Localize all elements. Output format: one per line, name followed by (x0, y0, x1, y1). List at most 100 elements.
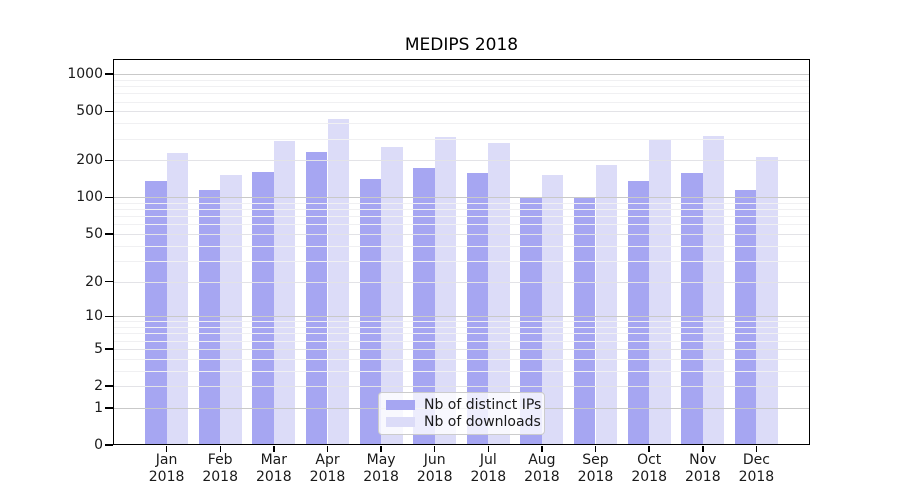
gridline-y-9 (113, 321, 810, 323)
xtick-apr (326, 446, 329, 452)
gridline-y-90 (113, 202, 810, 204)
gridline-y-400 (113, 123, 810, 125)
xtick-label-nov: Nov 2018 (684, 452, 721, 485)
legend-swatch-distinct-ips (386, 399, 415, 410)
xtick-mar (273, 446, 275, 452)
ytick-1 (105, 407, 113, 409)
ytick-50 (105, 233, 113, 235)
xtick-label-dec: Dec 2018 (738, 452, 775, 485)
ytick-label-5: 5 (94, 340, 103, 357)
plot-area (113, 59, 810, 445)
xtick-feb (219, 446, 221, 452)
chart-title: MEDIPS 2018 (404, 35, 519, 55)
bar-downloads-may (381, 147, 403, 445)
gridline-y-3 (113, 370, 810, 372)
bar-ips-nov (681, 172, 703, 445)
xtick-label-jul: Jul 2018 (470, 452, 507, 485)
bar-downloads-mar (273, 140, 296, 445)
gridline-y-800 (113, 86, 810, 88)
bar-ips-mar (252, 171, 274, 445)
xtick-sep (594, 446, 597, 452)
bar-ips-dec (734, 189, 757, 445)
bar-downloads-aug (541, 175, 564, 445)
xtick-label-apr: Apr 2018 (309, 452, 346, 485)
legend-label-downloads: Nb of downloads (424, 414, 541, 431)
xtick-label-may: May 2018 (363, 452, 399, 485)
legend-item-distinct-ips: Nb of distinct IPs (386, 397, 541, 413)
xtick-label-jun: Jun 2018 (416, 452, 453, 485)
gridline-y-70 (113, 216, 810, 218)
ytick-label-50: 50 (85, 225, 103, 242)
xtick-nov (702, 446, 704, 452)
ytick-1000 (105, 73, 113, 75)
bar-downloads-feb (220, 175, 242, 445)
xtick-jan (165, 446, 168, 452)
bar-ips-apr (305, 151, 328, 445)
gridline-y-40 (113, 245, 810, 247)
ytick-label-200: 200 (76, 152, 103, 169)
gridline-y-80 (113, 209, 810, 211)
bar-downloads-jan (166, 153, 189, 445)
gridline-y-6 (113, 340, 810, 342)
bar-downloads-nov (702, 136, 725, 445)
ytick-200 (105, 159, 113, 162)
bar-downloads-jul (488, 142, 510, 445)
bar-ips-jun (413, 168, 435, 445)
gridline-y-300 (113, 138, 810, 140)
legend-item-downloads: Nb of downloads (386, 414, 541, 430)
gridline-y-8 (113, 327, 810, 329)
bar-ips-jan (145, 180, 167, 445)
gridline-y-1000 (113, 74, 810, 76)
xtick-jul (487, 446, 490, 452)
xtick-label-sep: Sep 2018 (577, 452, 614, 485)
gridline-y-10 (113, 316, 810, 318)
gridline-y-30 (113, 260, 810, 262)
gridline-y-200 (113, 160, 810, 162)
ytick-label-1000: 1000 (67, 66, 103, 83)
legend-label-distinct-ips: Nb of distinct IPs (424, 396, 542, 413)
gridline-y-100 (113, 197, 810, 199)
gridline-y-60 (113, 224, 810, 226)
legend-swatch-downloads (386, 417, 415, 428)
bar-ips-aug (520, 196, 542, 445)
xtick-label-jan: Jan 2018 (148, 452, 185, 485)
ytick-500 (105, 110, 113, 113)
xtick-dec (755, 446, 758, 452)
bar-ips-oct (627, 180, 650, 445)
xtick-aug (541, 446, 543, 452)
xtick-may (380, 446, 382, 452)
xtick-label-mar: Mar 2018 (255, 452, 292, 485)
ytick-100 (105, 196, 113, 198)
ytick-2 (105, 385, 113, 387)
ytick-label-10: 10 (85, 308, 103, 325)
ytick-label-2: 2 (94, 378, 103, 394)
bar-ips-sep (573, 197, 596, 445)
bar-downloads-jun (434, 136, 457, 445)
ytick-0 (105, 444, 113, 446)
gridline-y-500 (113, 111, 810, 113)
gridline-y-600 (113, 101, 810, 103)
xtick-label-aug: Aug 2018 (524, 452, 560, 485)
xtick-jun (433, 446, 436, 452)
gridline-y-7 (113, 333, 810, 335)
bar-ips-jul (466, 173, 489, 445)
gridline-y-5 (113, 348, 810, 350)
bar-downloads-sep (595, 165, 618, 445)
legend: Nb of distinct IPs Nb of downloads (378, 392, 545, 435)
ytick-label-500: 500 (76, 103, 103, 120)
ytick-5 (105, 348, 113, 350)
ytick-label-1: 1 (94, 399, 103, 416)
ytick-10 (105, 315, 113, 317)
gridline-y-2 (113, 386, 810, 387)
bar-ips-feb (198, 189, 221, 445)
ytick-20 (105, 280, 113, 283)
gridline-y-20 (113, 281, 810, 283)
ytick-label-100: 100 (76, 189, 103, 206)
bar-downloads-oct (649, 139, 671, 445)
bar-downloads-dec (756, 156, 778, 445)
xtick-oct (648, 446, 650, 452)
xtick-label-feb: Feb 2018 (202, 452, 238, 485)
ytick-label-20: 20 (85, 273, 103, 290)
gridline-y-50 (113, 233, 810, 235)
